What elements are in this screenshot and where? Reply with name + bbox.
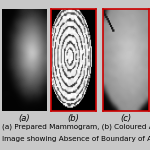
Text: (b): (b) [68,114,80,123]
Text: Image showing Absence of Boundary of Ab: Image showing Absence of Boundary of Ab [2,136,150,142]
Text: (a) Prepared Mammogram, (b) Coloured A: (a) Prepared Mammogram, (b) Coloured A [2,123,150,129]
Text: (a): (a) [18,114,30,123]
Text: (c): (c) [120,114,132,123]
